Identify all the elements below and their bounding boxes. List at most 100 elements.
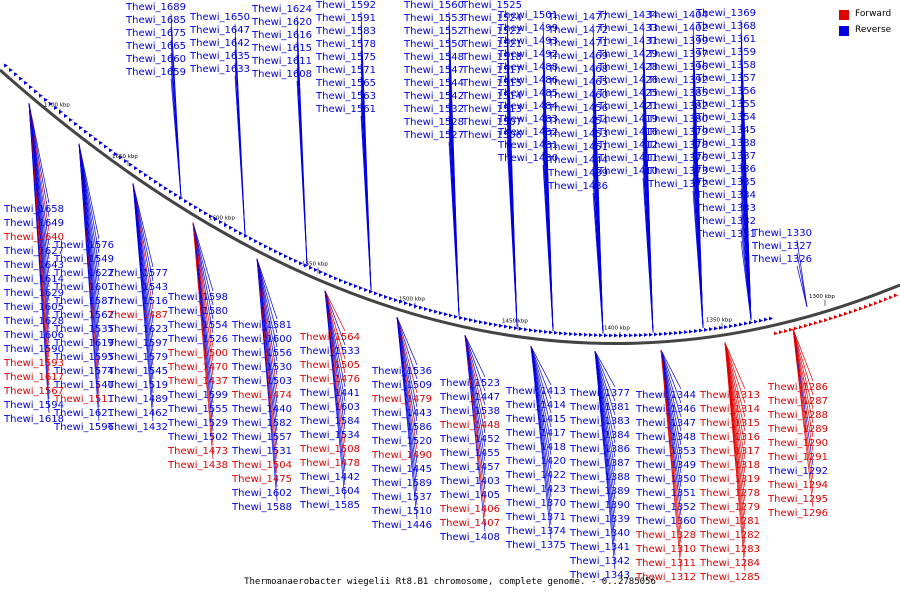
gene-label: Thewi_1619 <box>53 338 114 349</box>
gene-label: Thewi_1565 <box>315 78 376 89</box>
gene-label: Thewi_1543 <box>107 282 168 293</box>
gene-label: Thewi_1439 <box>547 168 608 179</box>
gene-label: Thewi_1579 <box>107 352 168 363</box>
gene-label: Thewi_1548 <box>403 52 464 63</box>
gene-label: Thewi_1633 <box>189 64 250 75</box>
gene-label: Thewi_1484 <box>497 101 558 112</box>
gene-arrow <box>164 186 168 191</box>
gene-label: Thewi_1379 <box>647 127 708 138</box>
gene-leader-line <box>660 349 682 572</box>
gene-label: Thewi_1353 <box>635 446 696 457</box>
gene-label: Thewi_1549 <box>53 254 114 265</box>
gene-label: Thewi_1479 <box>371 394 432 405</box>
gene-label: Thewi_1519 <box>107 380 168 391</box>
gene-arrow <box>259 241 263 246</box>
gene-arrow <box>419 305 423 310</box>
gene-leader-line <box>792 328 814 424</box>
gene-arrow <box>424 307 428 312</box>
gene-arrow <box>869 303 873 308</box>
gene-label: Thewi_1554 <box>167 320 228 331</box>
gene-arrow <box>874 301 878 306</box>
gene-leader-line <box>132 183 154 282</box>
gene-arrow <box>704 327 708 332</box>
gene-label: Thewi_1338 <box>695 138 756 149</box>
gene-label: Thewi_1443 <box>371 408 432 419</box>
gene-arrow <box>39 93 43 98</box>
gene-arrow <box>149 176 153 181</box>
gene-arrow <box>44 97 48 102</box>
gene-arrow <box>99 140 103 145</box>
gene-leader-line <box>324 290 346 346</box>
gene-label: Thewi_1485 <box>497 88 558 99</box>
gene-label: Thewi_1481 <box>497 140 558 151</box>
gene-label: Thewi_1521 <box>461 39 522 50</box>
gene-label: Thewi_1403 <box>439 476 500 487</box>
gene-label: Thewi_1542 <box>403 91 464 102</box>
gene-label: Thewi_1504 <box>231 460 292 471</box>
gene-arrow <box>409 302 413 307</box>
gene-label: Thewi_1406 <box>439 504 500 515</box>
gene-arrow <box>499 323 503 328</box>
gene-leader-line <box>660 349 682 418</box>
gene-arrow <box>379 293 383 298</box>
gene-leader-line <box>464 335 486 448</box>
gene-label: Thewi_1474 <box>231 390 292 401</box>
gene-label: Thewi_1390 <box>569 500 630 511</box>
gene-label: Thewi_1589 <box>371 478 432 489</box>
gene-arrow <box>509 325 513 330</box>
gene-arrow <box>239 231 243 236</box>
gene-arrow <box>729 324 733 329</box>
gene-label: Thewi_1378 <box>647 140 708 151</box>
gene-arrow <box>824 318 828 323</box>
gene-leader-line <box>660 349 682 404</box>
gene-label: Thewi_1675 <box>125 28 186 39</box>
gene-leader-line <box>530 346 552 540</box>
gene-label: Thewi_1372 <box>647 179 708 190</box>
gene-label: Thewi_1291 <box>767 452 828 463</box>
gene-leader-line <box>740 240 752 321</box>
gene-leader-line <box>192 222 214 306</box>
gene-label: Thewi_1327 <box>751 241 812 252</box>
gene-arrow <box>399 299 403 304</box>
gene-label: Thewi_1356 <box>695 86 756 97</box>
gene-leader-line <box>324 290 346 388</box>
gene-arrow <box>19 76 23 81</box>
gene-leader-line <box>724 342 746 390</box>
gene-leader-line <box>396 316 418 380</box>
gene-label: Thewi_1563 <box>315 91 376 102</box>
gene-label: Thewi_1501 <box>497 10 558 21</box>
gene-arrow <box>839 313 843 318</box>
gene-arrow <box>759 318 763 323</box>
scale-ticks: 1700 kbp 1650 kbp 1600 kbp 1550 kbp 1500 kbp… <box>44 103 835 338</box>
gene-arrow <box>494 322 498 327</box>
gene-label: Thewi_1328 <box>635 530 696 541</box>
gene-arrow <box>124 159 128 164</box>
gene-arrow <box>559 331 563 336</box>
gene-label: Thewi_1314 <box>699 404 760 415</box>
gene-label: Thewi_1405 <box>439 490 500 501</box>
gene-arrow <box>699 328 703 333</box>
gene-label: Thewi_1470 <box>167 362 228 373</box>
gene-leader-line <box>28 103 50 414</box>
gene-label: Thewi_1537 <box>371 492 432 503</box>
gene-label: Thewi_1411 <box>597 153 658 164</box>
gene-arrow <box>389 296 393 301</box>
scale-tick-label: 1300 kbp <box>809 294 835 300</box>
gene-label: Thewi_1685 <box>125 15 186 26</box>
gene-arrow <box>844 311 848 316</box>
gene-label: Thewi_1487 <box>107 310 168 321</box>
gene-leader-line <box>592 192 604 334</box>
gene-label: Thewi_1369 <box>695 8 756 19</box>
gene-leader-line <box>796 239 808 308</box>
gene-label: Thewi_1281 <box>699 516 760 527</box>
gene-label: Thewi_1513 <box>461 104 522 115</box>
gene-arrow <box>24 80 28 85</box>
gene-label: Thewi_1396 <box>647 62 708 73</box>
gene-leader-line <box>792 328 814 438</box>
gene-label: Thewi_1426 <box>597 75 658 86</box>
gene-arrow <box>574 332 578 337</box>
gene-label: Thewi_1544 <box>403 78 464 89</box>
gene-label: Thewi_1587 <box>53 296 114 307</box>
gene-arrow <box>779 330 783 335</box>
gene-arrow <box>659 332 663 337</box>
